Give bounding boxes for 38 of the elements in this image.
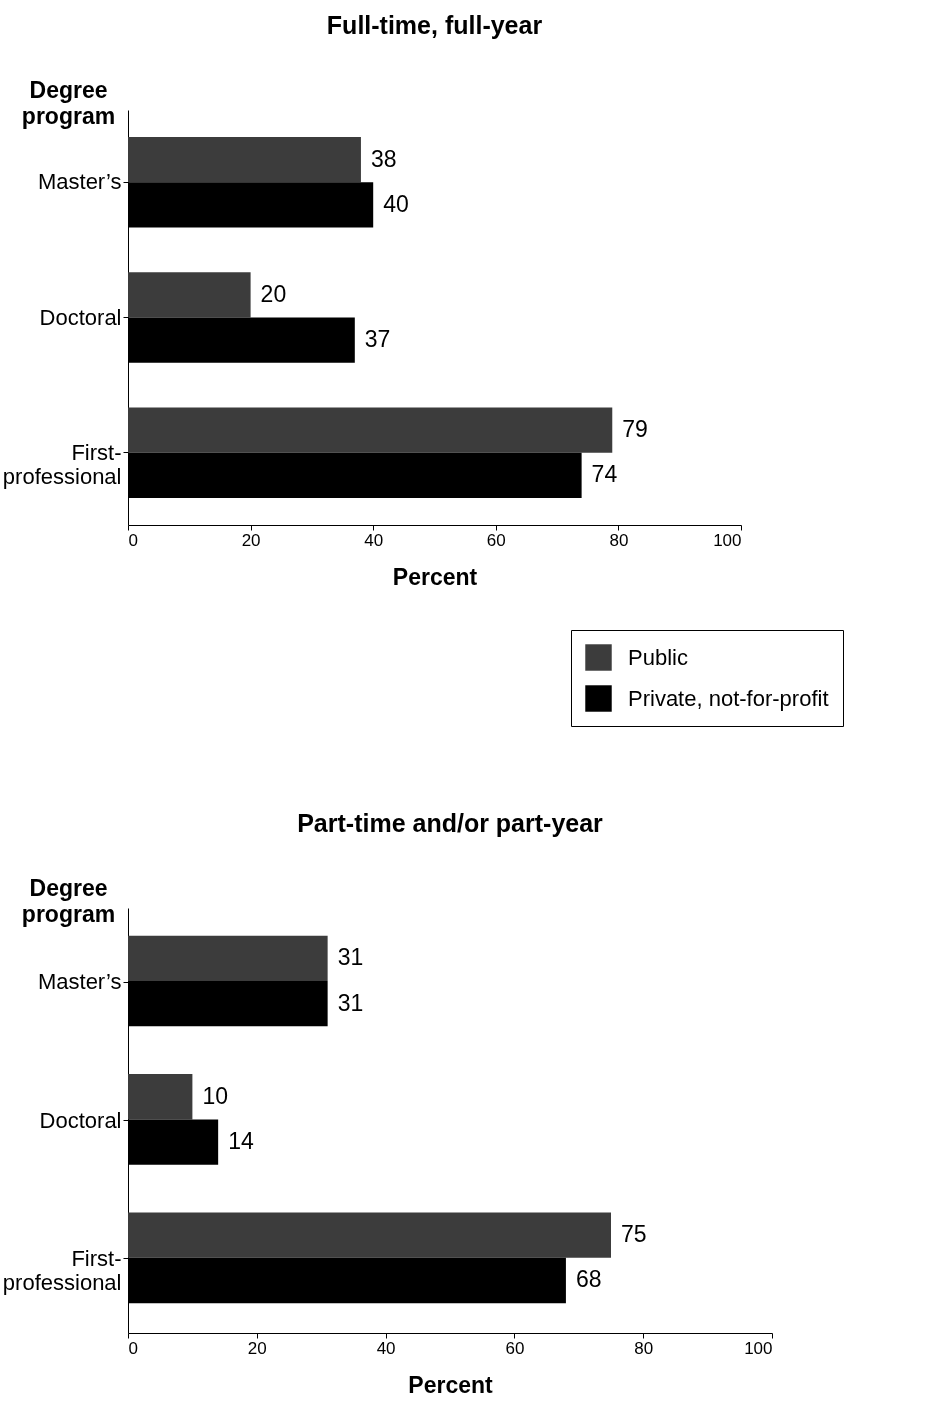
x-tick-label: 40 [364,530,384,550]
data-label: 79 [622,416,648,443]
x-axis-title: Percent [392,563,478,590]
data-label: 37 [364,326,391,353]
x-tick-label: 100 [713,530,742,550]
data-label: 40 [383,190,409,217]
x-tick-label: 80 [609,530,629,550]
y-tick-label: Master’s [37,169,122,195]
x-tick-label: 0 [128,1338,138,1358]
y-axis-title: Degree program [21,874,116,927]
data-label: 14 [228,1128,254,1155]
data-label: 68 [575,1266,602,1293]
data-label: 38 [370,145,397,172]
data-label: 31 [337,944,364,971]
legend-label: Public [628,644,688,670]
x-tick-label: 20 [247,1338,267,1358]
y-axis-title: Degree program [21,76,116,129]
x-tick-label: 80 [634,1338,654,1358]
y-tick-label: Doctoral [39,1107,122,1133]
chart-title: Part-time and/or part-year [297,809,604,837]
x-tick-label: 100 [744,1338,773,1358]
legend-label: Private, not-for-profit [628,685,829,711]
x-axis-title: Percent [408,1371,494,1398]
data-label: 75 [621,1221,647,1248]
data-label: 10 [202,1082,228,1109]
chart-title: Full-time, full-year [326,11,543,39]
x-tick-label: 40 [376,1338,396,1358]
y-tick-label: Doctoral [39,304,122,330]
x-tick-label: 60 [505,1338,525,1358]
y-tick-label: First-professional [2,1245,122,1295]
x-tick-label: 60 [486,530,506,550]
x-tick-label: 20 [241,530,261,550]
y-tick-label: First-professional [2,439,122,489]
data-label: 20 [260,280,287,307]
data-label: 74 [591,461,618,488]
y-tick-label: Master’s [37,969,122,995]
data-label: 31 [337,989,364,1016]
x-tick-label: 0 [128,530,138,550]
